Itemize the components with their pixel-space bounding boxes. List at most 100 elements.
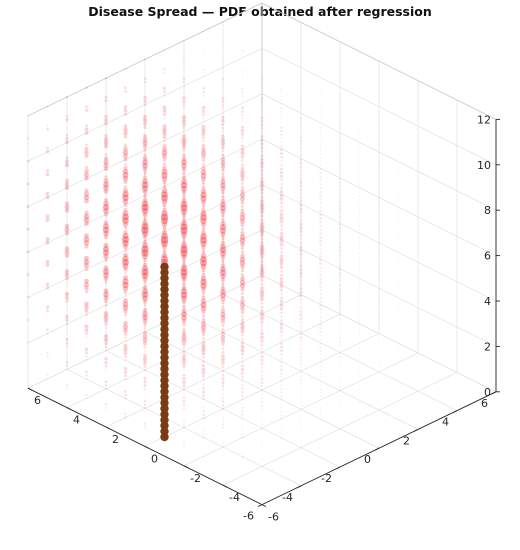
- data-point: [222, 202, 224, 205]
- data-point: [299, 340, 303, 343]
- data-point: [104, 303, 108, 307]
- data-point: [261, 332, 263, 334]
- data-point: [200, 195, 207, 202]
- data-point: [280, 186, 283, 188]
- data-point: [103, 220, 109, 225]
- data-point: [240, 151, 245, 156]
- data-point: [261, 371, 263, 373]
- data-point: [319, 194, 322, 197]
- data-point: [103, 212, 109, 217]
- data-point: [202, 321, 205, 324]
- pdf-points: [26, 30, 419, 487]
- data-point: [261, 286, 263, 289]
- data-point: [221, 190, 225, 195]
- data-point: [221, 217, 225, 221]
- data-point: [46, 355, 49, 358]
- data-point: [65, 156, 69, 160]
- data-point: [279, 284, 284, 289]
- data-point: [300, 222, 302, 224]
- data-point: [201, 272, 206, 277]
- data-point: [339, 276, 341, 279]
- data-point: [182, 237, 186, 241]
- data-point: [319, 69, 322, 71]
- data-point: [220, 285, 226, 291]
- y-tick: [491, 391, 497, 395]
- data-point: [85, 370, 88, 374]
- y-tick: [413, 428, 419, 432]
- data-point: [240, 302, 245, 308]
- data-point: [240, 223, 245, 227]
- data-point: [200, 278, 207, 286]
- data-point: [319, 186, 322, 189]
- data-point: [46, 374, 49, 377]
- data-point: [339, 219, 341, 221]
- data-point: [259, 206, 265, 211]
- data-point: [222, 446, 224, 448]
- data-point: [160, 255, 169, 263]
- data-point: [358, 263, 361, 265]
- data-point: [241, 231, 244, 234]
- data-point: [319, 248, 322, 251]
- data-point: [122, 172, 129, 179]
- data-point: [45, 172, 50, 177]
- data-point: [300, 343, 302, 346]
- data-point: [65, 318, 69, 323]
- data-point: [339, 101, 341, 104]
- data-point: [142, 140, 148, 146]
- data-point: [358, 418, 361, 421]
- data-point: [339, 398, 341, 400]
- data-point: [103, 178, 109, 184]
- data-point: [142, 136, 148, 142]
- data-point: [142, 299, 148, 305]
- data-point: [182, 115, 186, 119]
- data-point: [259, 244, 265, 249]
- data-point: [65, 345, 69, 348]
- data-point: [378, 231, 380, 233]
- data-point: [241, 360, 244, 363]
- data-point: [339, 170, 341, 172]
- data-point: [64, 231, 70, 236]
- data-point: [221, 218, 225, 222]
- data-point: [181, 159, 187, 166]
- data-point: [280, 368, 283, 372]
- data-point: [85, 143, 88, 147]
- data-point: [260, 172, 264, 175]
- data-point: [181, 175, 187, 181]
- data-point: [102, 226, 110, 234]
- data-point: [142, 253, 148, 260]
- data-point: [261, 244, 263, 247]
- data-point: [103, 242, 109, 248]
- data-point: [65, 360, 69, 364]
- data-point: [182, 77, 186, 81]
- data-point: [124, 397, 127, 400]
- data-point: [280, 361, 283, 364]
- data-point: [261, 328, 263, 330]
- data-point: [202, 436, 205, 439]
- data-point: [221, 423, 225, 426]
- data-point: [123, 230, 128, 235]
- data-point: [261, 82, 263, 84]
- data-point: [339, 151, 341, 153]
- data-point: [103, 288, 109, 294]
- data-point: [182, 373, 186, 377]
- data-point: [339, 166, 341, 169]
- data-point: [83, 217, 90, 223]
- data-point: [142, 118, 148, 123]
- data-point: [182, 304, 186, 308]
- data-point: [280, 107, 283, 110]
- data-point: [299, 155, 303, 158]
- data-point: [220, 338, 226, 343]
- data-point: [102, 245, 110, 253]
- data-point: [162, 163, 167, 167]
- data-point: [241, 448, 244, 451]
- data-point: [300, 237, 302, 240]
- data-point: [299, 264, 303, 268]
- data-point: [143, 345, 147, 349]
- data-point: [300, 97, 302, 100]
- data-point: [299, 306, 303, 309]
- data-point: [220, 164, 226, 169]
- data-point: [241, 163, 244, 167]
- data-point: [358, 157, 361, 159]
- data-point: [143, 364, 147, 368]
- data-point: [45, 259, 50, 264]
